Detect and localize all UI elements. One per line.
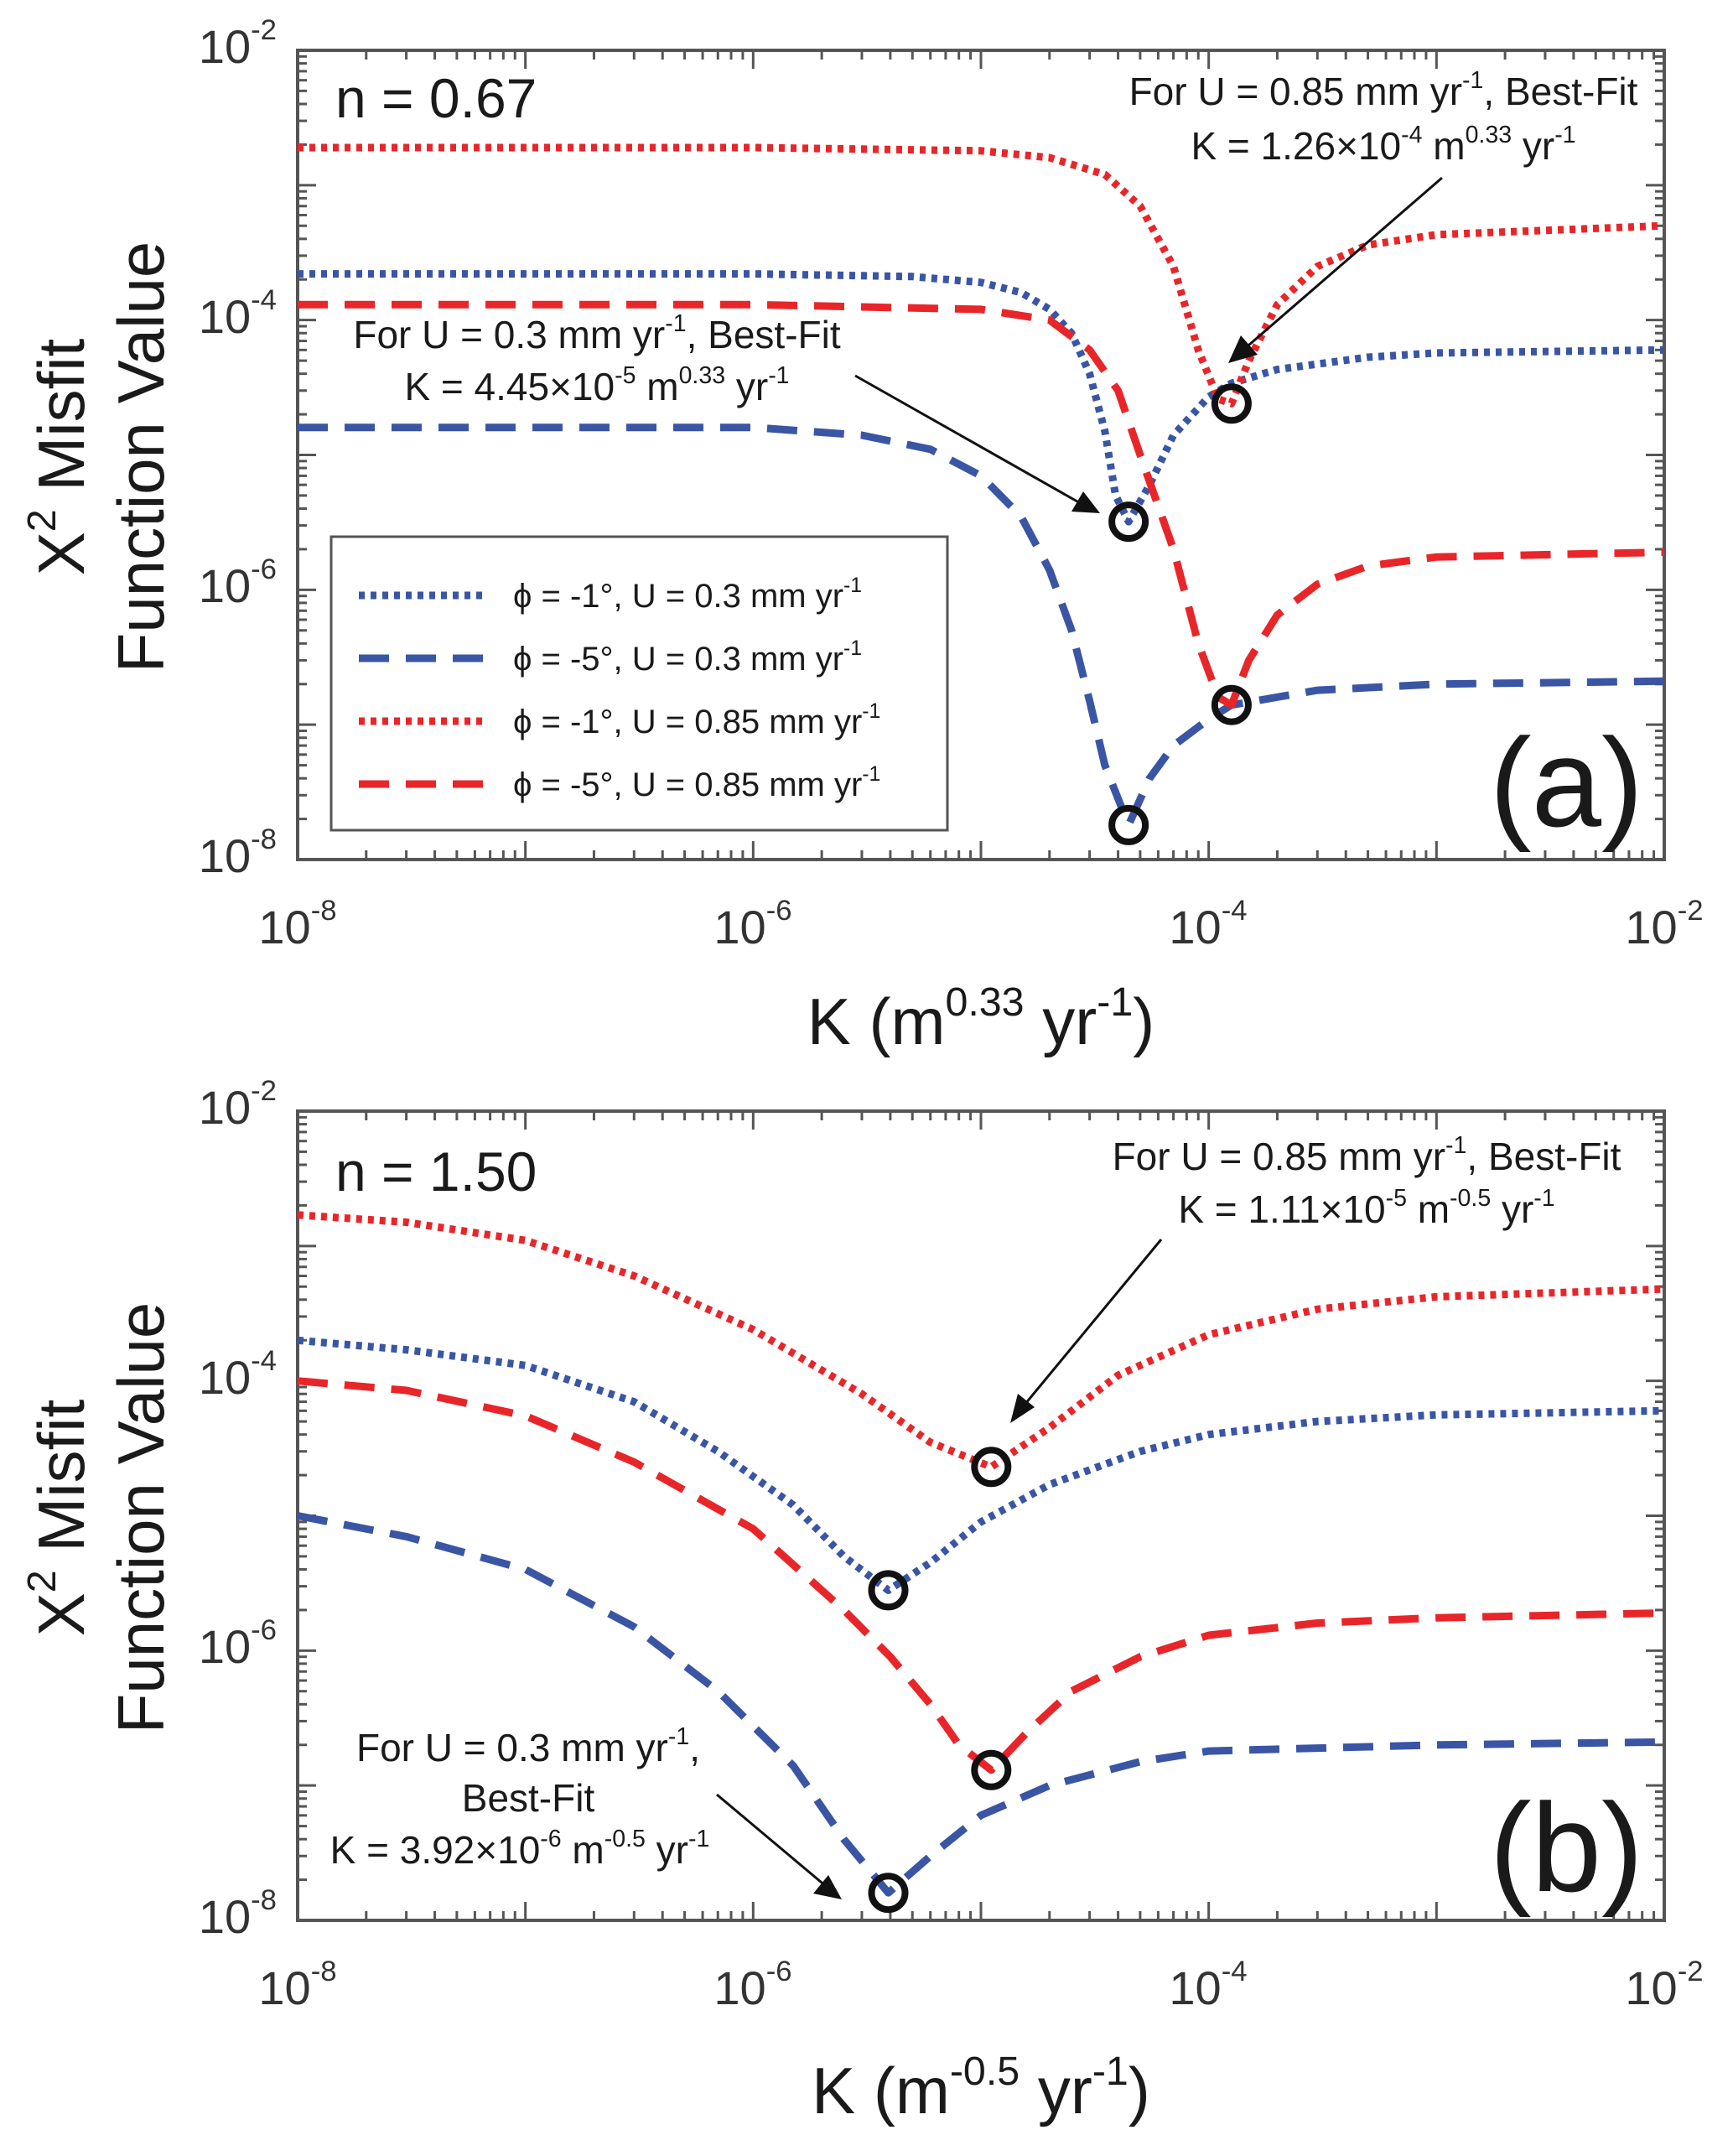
panel-a-ticks bbox=[296, 50, 1664, 861]
panel-a-ylabel: X2 Misfit Function Value bbox=[19, 242, 178, 673]
panel-a-ylabel-line2: Function Value bbox=[104, 242, 178, 673]
panel-a-markers bbox=[1108, 383, 1252, 845]
panel-a-arrow-085-head bbox=[1228, 335, 1258, 363]
panel-b-arrow-03-head bbox=[813, 1875, 842, 1899]
panel-a-arrow-085-shaft bbox=[1242, 176, 1443, 352]
panel-b-xtick-1e-6: 10-6 bbox=[713, 1956, 791, 2014]
panel-a-xtick-1e-2: 10-2 bbox=[1625, 895, 1703, 953]
panel-a-bestfit-marker bbox=[1108, 501, 1149, 543]
panel-b-xtick-1e-2: 10-2 bbox=[1625, 1956, 1703, 2014]
panel-b-curves bbox=[297, 1211, 1665, 1897]
panel-a: 10-8 10-6 10-4 10-2 10-8 10-6 10-4 10-2 … bbox=[19, 14, 1704, 1058]
panel-a-annotation-085-line2: K = 1.26×10-4 m0.33 yr-1 bbox=[1191, 122, 1575, 168]
panel-a-curves bbox=[298, 143, 1665, 829]
legend-entry-2: ϕ = -5°, U = 0.3 mm yr-1 bbox=[513, 637, 862, 678]
panel-a-xtick-1e-6: 10-6 bbox=[713, 895, 791, 953]
panel-a-ylabel-line1: X2 Misfit bbox=[19, 338, 98, 575]
panel-b-annotation-085: For U = 0.85 mm yr-1, Best-Fit K = 1.11×… bbox=[1010, 1132, 1621, 1423]
panel-a-annotation-03: For U = 0.3 mm yr-1, Best-Fit K = 4.45×1… bbox=[353, 310, 1100, 513]
panel-a-bestfit-marker bbox=[1108, 804, 1149, 845]
panel-b-ytick-1e-4: 10-4 bbox=[199, 1345, 277, 1404]
panel-b-annotation-085-line1: For U = 0.85 mm yr-1, Best-Fit bbox=[1113, 1132, 1621, 1178]
panel-b-arrow-03-shaft bbox=[716, 1793, 828, 1888]
panel-a-ytick-1e-8: 10-8 bbox=[199, 823, 277, 882]
panel-a-series-1 bbox=[298, 270, 1665, 526]
panel-a-annotation-03-line2: K = 4.45×10-5 m0.33 yr-1 bbox=[404, 362, 789, 408]
panel-b-series-2 bbox=[297, 1512, 1665, 1897]
panel-a-ytick-1e-6: 10-6 bbox=[199, 553, 277, 612]
panel-b-bestfit-marker bbox=[971, 1447, 1012, 1488]
panel-b-markers bbox=[868, 1447, 1012, 1914]
panel-b-series-1 bbox=[297, 1336, 1665, 1594]
panel-b-annotation-085-line2: K = 1.11×10-5 m-0.5 yr-1 bbox=[1178, 1185, 1554, 1231]
panel-a-xtick-1e-8: 10-8 bbox=[258, 895, 336, 953]
legend-entry-4: ϕ = -5°, U = 0.85 mm yr-1 bbox=[513, 763, 880, 803]
panel-a-annotation-085: For U = 0.85 mm yr-1, Best-Fit K = 1.26×… bbox=[1129, 67, 1638, 363]
panel-b-series-4 bbox=[297, 1377, 1665, 1774]
panel-a-annotation-03-line1: For U = 0.3 mm yr-1, Best-Fit bbox=[353, 310, 840, 356]
panel-b-xlabel: K (m-0.5 yr-1) bbox=[812, 2049, 1150, 2127]
panel-b-series-3 bbox=[297, 1211, 1665, 1471]
panel-b-ytick-1e-8: 10-8 bbox=[199, 1884, 277, 1943]
panel-b: 10-8 10-6 10-4 10-2 10-8 10-6 10-4 10-2 … bbox=[19, 1075, 1704, 2127]
panel-a-xlabel: K (m0.33 yr-1) bbox=[807, 979, 1154, 1058]
panel-b-ticks bbox=[296, 1111, 1664, 1922]
panel-b-n-label: n = 1.50 bbox=[335, 1140, 537, 1203]
panel-b-ylabel: X2 Misfit Function Value bbox=[19, 1302, 178, 1734]
panel-a-series-2 bbox=[298, 423, 1665, 829]
panel-a-arrow-03-shaft bbox=[854, 374, 1084, 507]
panel-a-ytick-1e-2: 10-2 bbox=[199, 14, 277, 73]
panel-b-annotation-03-line3: K = 3.92×10-6 m-0.5 yr-1 bbox=[330, 1826, 710, 1872]
panel-a-n-label: n = 0.67 bbox=[335, 67, 537, 129]
legend-entry-3: ϕ = -1°, U = 0.85 mm yr-1 bbox=[513, 700, 880, 740]
panel-b-ytick-1e-2: 10-2 bbox=[199, 1075, 277, 1134]
panel-b-annotation-03: For U = 0.3 mm yr-1, Best-Fit K = 3.92×1… bbox=[330, 1723, 842, 1899]
panel-a-ytick-1e-4: 10-4 bbox=[199, 284, 277, 343]
panel-b-arrow-085-shaft bbox=[1020, 1239, 1163, 1410]
panel-b-ytick-1e-6: 10-6 bbox=[199, 1614, 277, 1673]
panel-a-xtick-1e-4: 10-4 bbox=[1169, 895, 1247, 953]
panel-a-tag: (a) bbox=[1490, 712, 1643, 853]
panel-b-ylabel-line1: X2 Misfit bbox=[19, 1399, 98, 1636]
panel-b-annotation-03-line1: For U = 0.3 mm yr-1, bbox=[356, 1723, 700, 1769]
panel-b-bestfit-marker bbox=[868, 1570, 909, 1611]
panel-b-ylabel-line2: Function Value bbox=[104, 1302, 178, 1734]
panel-a-bestfit-marker bbox=[1211, 383, 1252, 424]
panel-b-xtick-1e-4: 10-4 bbox=[1169, 1956, 1247, 2014]
panel-b-bestfit-marker bbox=[971, 1749, 1012, 1790]
panel-a-bestfit-marker bbox=[1211, 684, 1252, 725]
panel-a-series-3 bbox=[298, 143, 1665, 408]
panel-b-bestfit-marker bbox=[868, 1873, 909, 1914]
panel-b-xtick-1e-8: 10-8 bbox=[258, 1956, 336, 2014]
panel-a-series-4 bbox=[298, 300, 1665, 709]
panel-a-annotation-085-line1: For U = 0.85 mm yr-1, Best-Fit bbox=[1129, 67, 1638, 113]
panel-b-annotation-03-line2: Best-Fit bbox=[462, 1776, 595, 1820]
panel-b-arrow-085-head bbox=[1010, 1394, 1035, 1423]
panel-a-legend: ϕ = -1°, U = 0.3 mm yr-1 ϕ = -5°, U = 0.… bbox=[329, 535, 949, 832]
panel-a-arrow-03-head bbox=[1071, 491, 1100, 513]
panel-b-tag: (b) bbox=[1490, 1777, 1643, 1918]
legend-entry-1: ϕ = -1°, U = 0.3 mm yr-1 bbox=[513, 574, 862, 615]
